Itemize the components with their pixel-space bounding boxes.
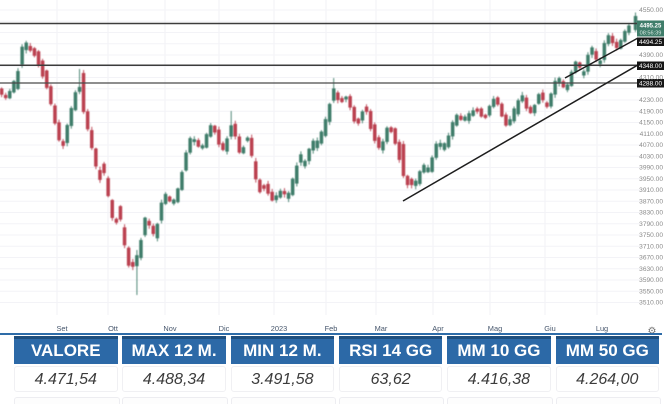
svg-text:3590.00: 3590.00 bbox=[639, 277, 663, 284]
svg-text:3790.00: 3790.00 bbox=[639, 221, 663, 228]
svg-text:4288.00: 4288.00 bbox=[639, 81, 663, 88]
svg-text:Ott: Ott bbox=[108, 324, 118, 333]
svg-text:3630.00: 3630.00 bbox=[639, 266, 663, 273]
svg-text:4348.00: 4348.00 bbox=[639, 63, 663, 70]
svg-text:4150.00: 4150.00 bbox=[639, 120, 663, 127]
svg-text:Feb: Feb bbox=[325, 324, 338, 333]
svg-text:4030.00: 4030.00 bbox=[639, 153, 663, 160]
svg-text:2023: 2023 bbox=[271, 324, 287, 333]
svg-text:3750.00: 3750.00 bbox=[639, 232, 663, 239]
svg-text:3670.00: 3670.00 bbox=[639, 255, 663, 262]
svg-text:Set: Set bbox=[56, 324, 67, 333]
svg-text:3550.00: 3550.00 bbox=[639, 288, 663, 295]
svg-text:3870.00: 3870.00 bbox=[639, 198, 663, 205]
svg-text:4310.00: 4310.00 bbox=[639, 75, 663, 82]
svg-text:Nov: Nov bbox=[163, 324, 176, 333]
svg-text:3710.00: 3710.00 bbox=[639, 243, 663, 250]
svg-text:4110.00: 4110.00 bbox=[640, 131, 664, 138]
svg-text:4550.00: 4550.00 bbox=[639, 7, 663, 14]
svg-text:Mar: Mar bbox=[375, 324, 388, 333]
svg-text:08:56:39: 08:56:39 bbox=[640, 30, 662, 36]
svg-text:Lug: Lug bbox=[596, 324, 608, 333]
svg-text:⚙: ⚙ bbox=[648, 326, 657, 337]
svg-text:4230.00: 4230.00 bbox=[639, 97, 663, 104]
svg-text:4190.00: 4190.00 bbox=[639, 108, 663, 115]
svg-text:4070.00: 4070.00 bbox=[639, 142, 663, 149]
svg-text:Giu: Giu bbox=[544, 324, 556, 333]
svg-text:3950.00: 3950.00 bbox=[639, 176, 663, 183]
svg-text:Apr: Apr bbox=[432, 324, 444, 333]
svg-text:3910.00: 3910.00 bbox=[639, 187, 663, 194]
svg-text:4495.25: 4495.25 bbox=[640, 24, 662, 30]
svg-text:3510.00: 3510.00 bbox=[639, 300, 663, 307]
svg-text:Mag: Mag bbox=[488, 324, 502, 333]
svg-text:4494.25: 4494.25 bbox=[639, 39, 663, 46]
svg-text:Dic: Dic bbox=[219, 324, 230, 333]
svg-text:3990.00: 3990.00 bbox=[639, 165, 663, 172]
svg-text:4390.00: 4390.00 bbox=[639, 52, 663, 59]
svg-text:3830.00: 3830.00 bbox=[639, 210, 663, 217]
